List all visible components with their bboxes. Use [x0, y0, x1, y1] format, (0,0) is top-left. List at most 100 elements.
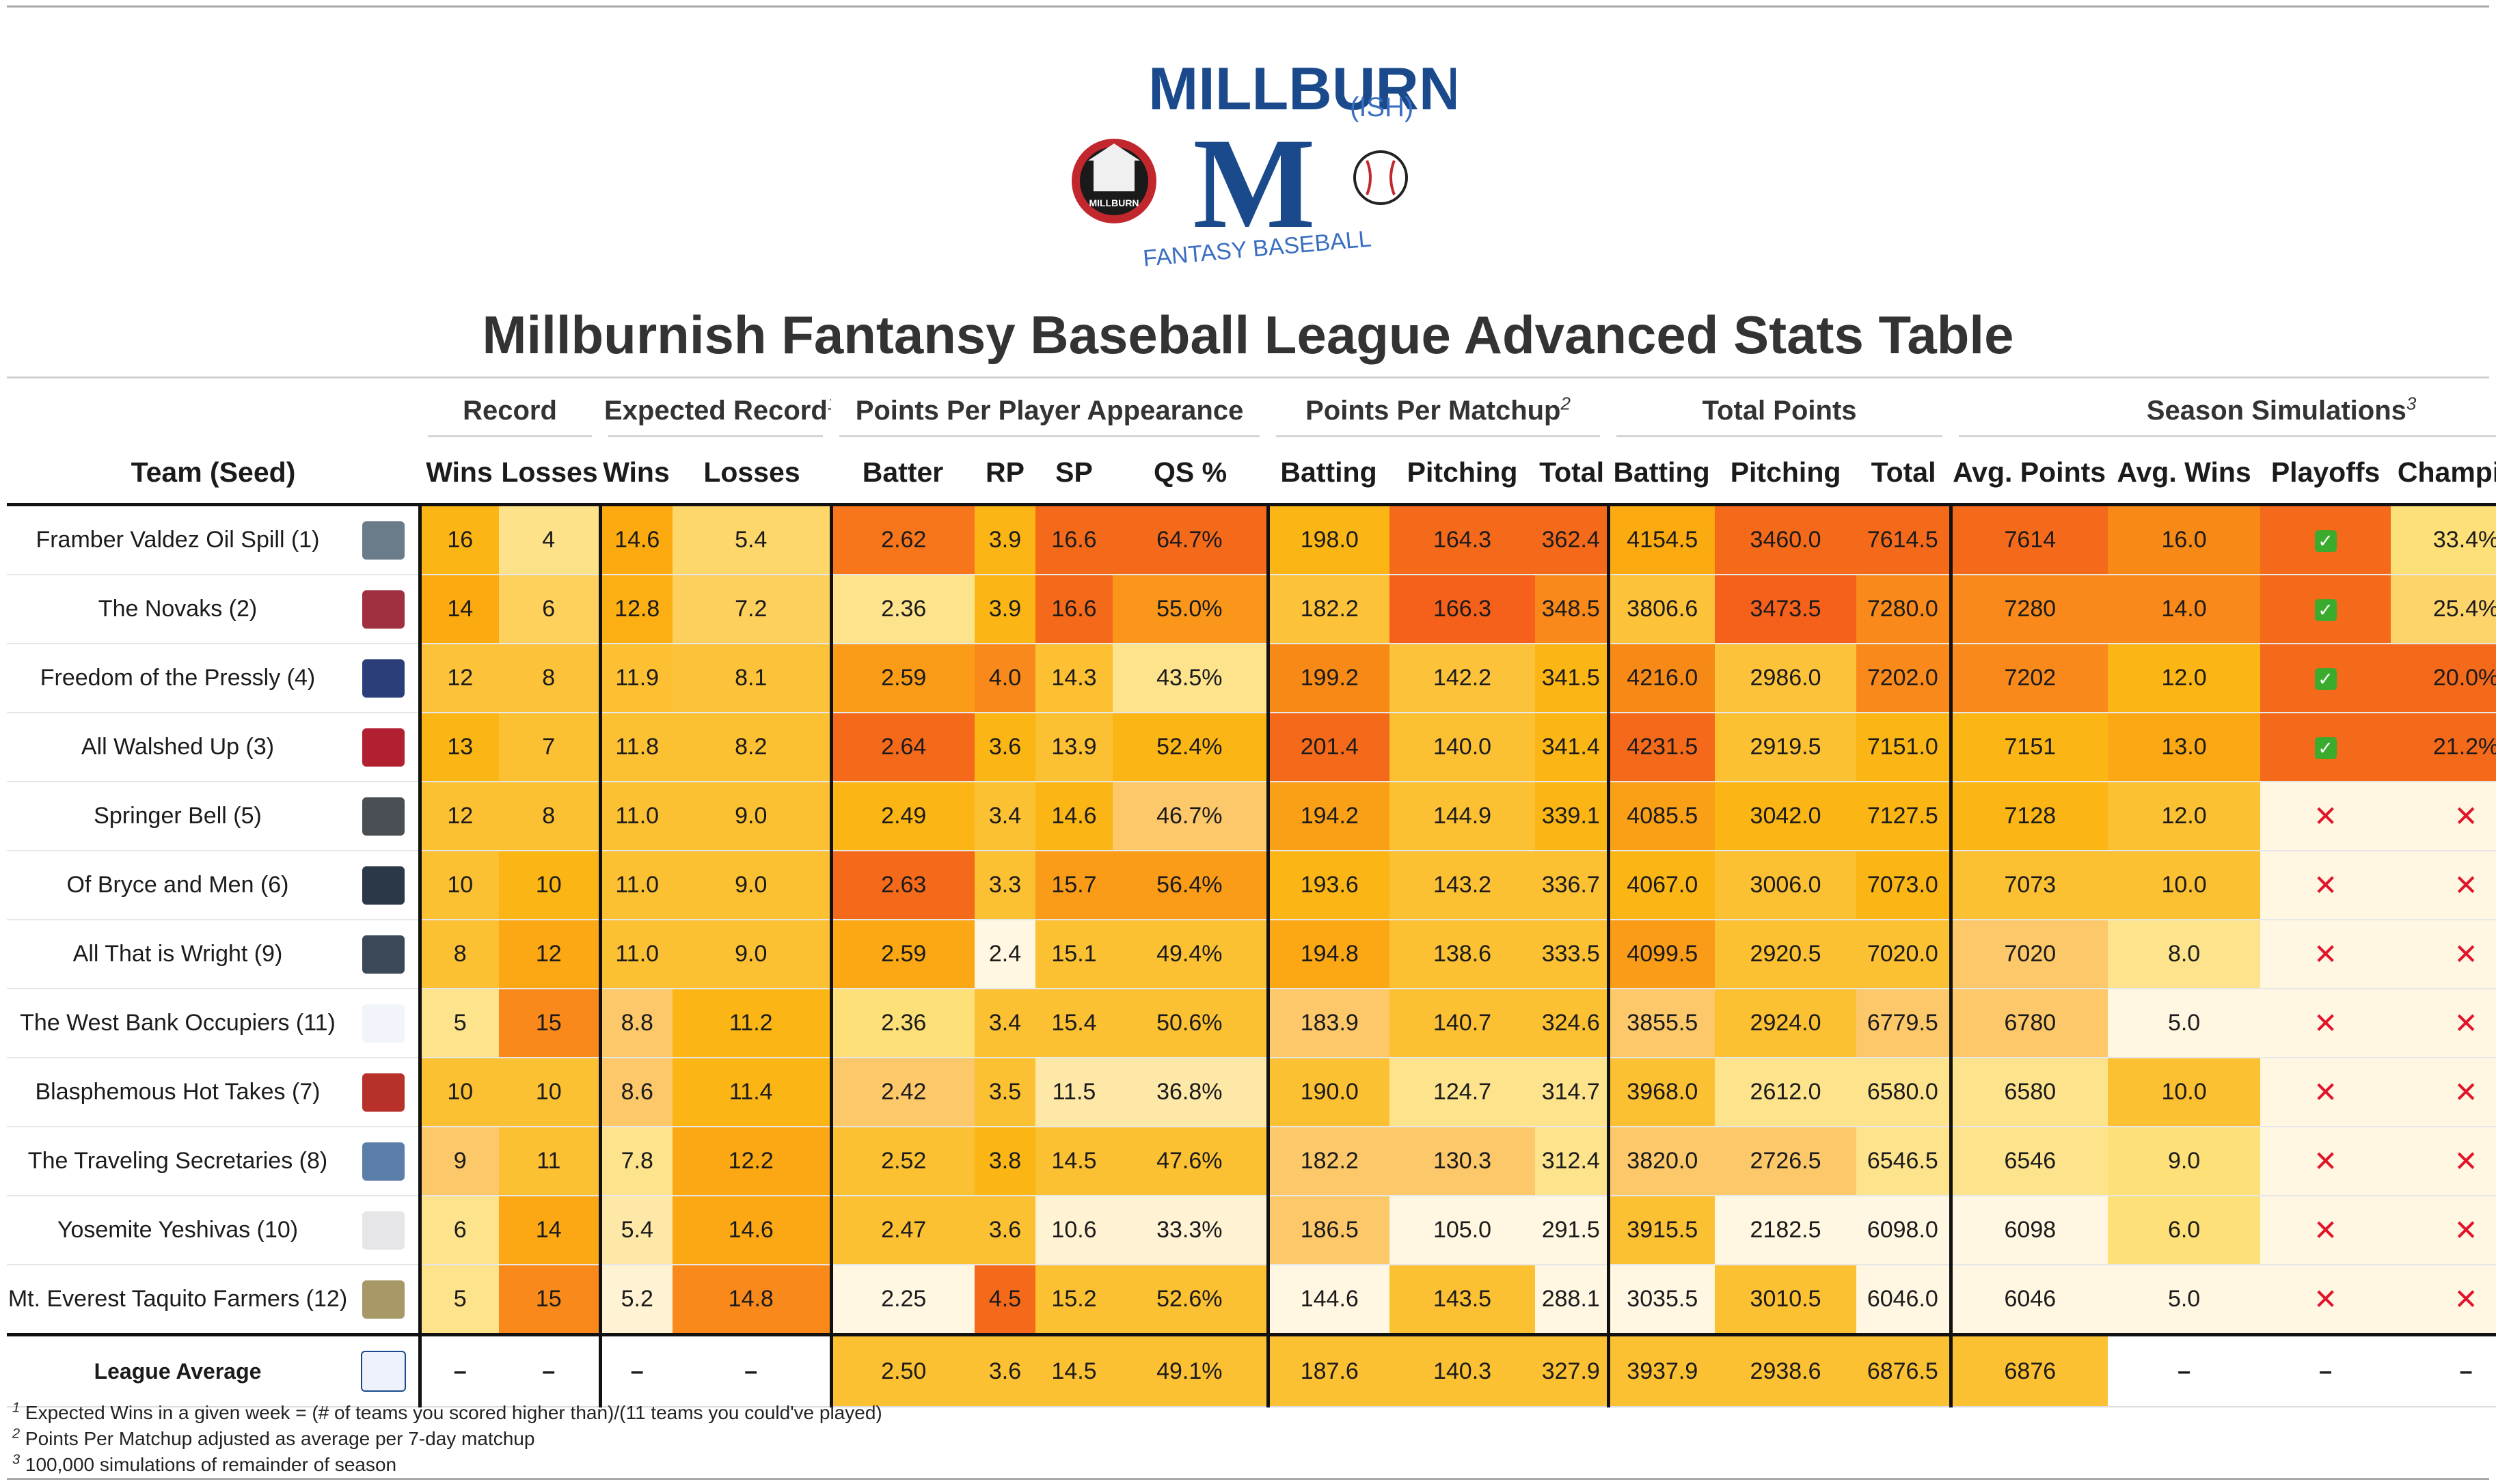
- cell-expected-losses: 7.2: [673, 575, 831, 644]
- cell-wins: 5: [418, 989, 499, 1058]
- cell-batter: 2.52: [829, 1127, 975, 1196]
- cell-matchup-pitching: 130.3: [1389, 1127, 1536, 1196]
- cell-matchup-batting: 194.2: [1266, 782, 1390, 851]
- cell-rp: 3.5: [975, 1058, 1035, 1127]
- cell-qs: 46.7%: [1113, 782, 1269, 851]
- col-total-batting: Batting: [1608, 441, 1715, 506]
- team-avatar-cell: [349, 504, 420, 575]
- team-name: The West Bank Occupiers (11): [7, 989, 349, 1058]
- cell-rp: 4.0: [975, 644, 1035, 713]
- cell-wins: 12: [418, 644, 499, 713]
- team-avatar-cell: [349, 1196, 420, 1265]
- cell-matchup-pitching: 142.2: [1389, 644, 1536, 713]
- cell-expected-losses: 14.8: [673, 1265, 831, 1336]
- cell-rp: 3.9: [975, 575, 1035, 644]
- cell-avg-points: 6046: [1949, 1265, 2108, 1336]
- cell-total-pitching: 3473.5: [1715, 575, 1857, 644]
- cell-expected-wins: 11.0: [598, 782, 673, 851]
- cell-matchup-pitching: 124.7: [1389, 1058, 1536, 1127]
- cell-losses: 14: [499, 1196, 600, 1265]
- cell-expected-wins: 11.0: [598, 920, 673, 989]
- cell-total-pitching: 2924.0: [1715, 989, 1857, 1058]
- cell-total-total: 6046.0: [1856, 1265, 1951, 1336]
- team-name: The Novaks (2): [7, 575, 349, 644]
- col-matchup-total: Total: [1535, 441, 1609, 506]
- cell-batter: 2.64: [829, 713, 975, 782]
- average-xl: –: [673, 1333, 831, 1407]
- cell-expected-losses: 9.0: [673, 920, 831, 989]
- group-header-row: Record Expected Record1 Points Per Playe…: [7, 380, 2496, 441]
- cross-icon: ✕: [2313, 1007, 2338, 1039]
- cell-champion: ✕: [2391, 782, 2496, 851]
- cell-rp: 2.4: [975, 920, 1035, 989]
- average-xw: –: [598, 1333, 673, 1407]
- millburn-logo-image: MILLBURN (ISH) MILLBURN M FANTASY BASEBA…: [1072, 55, 1456, 266]
- cell-batter: 2.62: [829, 504, 975, 575]
- cell-total-pitching: 2182.5: [1715, 1196, 1857, 1265]
- col-matchup-pitching: Pitching: [1389, 441, 1536, 506]
- cross-icon: ✕: [2454, 938, 2478, 970]
- baseball-icon: [1353, 150, 1408, 205]
- cell-playoffs: ✕: [2260, 1058, 2391, 1127]
- cell-total-batting: 4154.5: [1606, 504, 1715, 575]
- team-name: All Walshed Up (3): [7, 713, 349, 782]
- cell-total-total: 7202.0: [1856, 644, 1951, 713]
- average-rp: 3.6: [975, 1333, 1035, 1407]
- table-row: All Walshed Up (3) 13 7 11.8 8.2 2.64 3.6 13.9 5…: [7, 713, 2496, 782]
- cell-playoffs: ✕: [2260, 851, 2391, 920]
- cell-total-total: 6580.0: [1856, 1058, 1951, 1127]
- team-avatar-icon: [362, 728, 405, 767]
- group-season-simulations: Season Simulations3: [1951, 380, 2496, 441]
- cell-matchup-pitching: 140.7: [1389, 989, 1536, 1058]
- cell-sp: 15.1: [1035, 920, 1113, 989]
- cell-matchup-batting: 199.2: [1266, 644, 1390, 713]
- cell-batter: 2.25: [829, 1265, 975, 1336]
- table-row: All That is Wright (9) 8 12 11.0 9.0 2.59 2.4 1…: [7, 920, 2496, 989]
- team-name: Yosemite Yeshivas (10): [7, 1196, 349, 1265]
- cross-icon: ✕: [2454, 800, 2478, 832]
- table-row: Yosemite Yeshivas (10) 6 14 5.4 14.6 2.47 3.6 1…: [7, 1196, 2496, 1265]
- cell-losses: 8: [499, 644, 600, 713]
- average-bat: 2.50: [829, 1333, 975, 1407]
- table-row: Framber Valdez Oil Spill (1) 16 4 14.6 5.4 2.…: [7, 504, 2496, 575]
- cell-avg-points: 7020: [1949, 920, 2108, 989]
- cell-total-total: 7280.0: [1856, 575, 1951, 644]
- column-header-row: Team (Seed) Wins Losses Wins Losses Batt…: [7, 441, 2496, 506]
- average-sp: 14.5: [1035, 1333, 1113, 1407]
- table-row: The Novaks (2) 14 6 12.8 7.2 2.36 3.9 16.6 55.0%…: [7, 575, 2496, 644]
- col-rp: RP: [975, 441, 1035, 506]
- cell-rp: 3.6: [975, 1196, 1035, 1265]
- cell-champion: 25.4%: [2391, 575, 2496, 644]
- cell-qs: 43.5%: [1113, 644, 1269, 713]
- cell-expected-losses: 14.6: [673, 1196, 831, 1265]
- cross-icon: ✕: [2313, 869, 2338, 901]
- average-po: –: [2260, 1333, 2391, 1407]
- col-playoffs: Playoffs: [2260, 441, 2391, 506]
- cell-total-total: 7020.0: [1856, 920, 1951, 989]
- logo-badge-text: MILLBURN: [1089, 197, 1139, 208]
- team-avatar-icon: [362, 1004, 405, 1043]
- cell-expected-wins: 11.0: [598, 851, 673, 920]
- cell-wins: 14: [418, 575, 499, 644]
- cell-matchup-batting: 144.6: [1266, 1265, 1390, 1336]
- cell-total-pitching: 2726.5: [1715, 1127, 1857, 1196]
- cell-matchup-batting: 182.2: [1266, 1127, 1390, 1196]
- cell-wins: 6: [418, 1196, 499, 1265]
- cell-expected-losses: 5.4: [673, 504, 831, 575]
- cell-wins: 10: [418, 851, 499, 920]
- cell-rp: 3.4: [975, 989, 1035, 1058]
- cell-champion: ✕: [2391, 851, 2496, 920]
- page-title: Millburnish Fantansy Baseball League Adv…: [482, 305, 2014, 365]
- team-name: Of Bryce and Men (6): [7, 851, 349, 920]
- col-total-pitching: Pitching: [1715, 441, 1857, 506]
- col-expected-wins: Wins: [600, 441, 673, 506]
- cell-expected-wins: 5.4: [598, 1196, 673, 1265]
- team-avatar-cell: [349, 1127, 420, 1196]
- team-avatar-icon: [362, 866, 405, 905]
- cell-avg-points: 6580: [1949, 1058, 2108, 1127]
- team-avatar-cell: [349, 920, 420, 989]
- cross-icon: ✕: [2313, 1214, 2338, 1246]
- cell-total-batting: 3806.6: [1606, 575, 1715, 644]
- cell-matchup-total: 341.5: [1535, 644, 1609, 713]
- cell-avg-points: 7280: [1949, 575, 2108, 644]
